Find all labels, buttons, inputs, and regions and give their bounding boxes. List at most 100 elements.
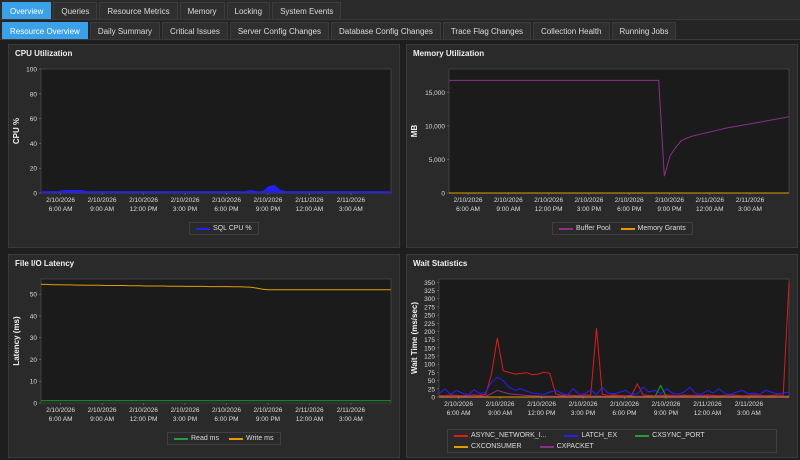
fileio-legend-label: Write ms <box>246 435 274 442</box>
tab-resource-metrics[interactable]: Resource Metrics <box>99 2 178 19</box>
cpu-x-tick-label: 2/10/2026 6:00 AM <box>46 197 75 213</box>
waits-y-tick-label: 100 <box>424 362 435 369</box>
waits-legend-item[interactable]: CXCONSUMER <box>454 443 522 450</box>
waits-y-tick-label: 325 <box>424 288 435 295</box>
waits-legend-label: LATCH_EX <box>581 432 618 439</box>
memory-y-tick-label: 5,000 <box>429 157 446 164</box>
fileio-x-tick-label: 2/10/2026 3:00 PM <box>171 407 200 423</box>
cpu-legend-label: SQL CPU % <box>213 225 252 232</box>
subtab-critical-issues[interactable]: Critical Issues <box>162 22 228 39</box>
cpu-legend-item[interactable]: SQL CPU % <box>196 225 252 232</box>
waits-y-tick-label: 25 <box>428 386 436 393</box>
memory-plot-area <box>448 68 790 194</box>
fileio-x-tick-label: 2/11/2026 3:00 AM <box>337 407 366 423</box>
fileio-legend-swatch <box>174 437 188 440</box>
memory-y-axis-label: MB <box>410 125 419 138</box>
fileio-y-tick-label: 40 <box>30 313 38 320</box>
cpu-legend: SQL CPU % <box>189 222 259 235</box>
fileio-y-tick-label: 0 <box>33 401 37 408</box>
cpu-x-tick-label: 2/10/2026 9:00 AM <box>88 197 117 213</box>
cpu-panel-title: CPU Utilization <box>15 49 73 58</box>
waits-x-tick-label: 2/10/2026 6:00 AM <box>444 401 473 417</box>
memory-panel-title: Memory Utilization <box>413 49 485 58</box>
waits-panel: Wait Statistics 0 25 50 75 100 125 150 175 200 22… <box>406 254 798 458</box>
cpu-series-0-line <box>41 185 391 193</box>
memory-x-tick-label: 2/11/2026 12:00 AM <box>696 197 725 213</box>
cpu-x-tick-label: 2/10/2026 12:00 PM <box>129 197 158 213</box>
waits-y-tick-label: 225 <box>424 321 435 328</box>
subtab-server-config-changes[interactable]: Server Config Changes <box>229 22 329 39</box>
charts-grid: CPU Utilization 0 20 40 60 80 100 CPU % 2/10/20… <box>0 42 800 460</box>
cpu-plot-area <box>40 68 392 194</box>
waits-x-tick-label: 2/10/2026 9:00 AM <box>486 401 515 417</box>
memory-panel: Memory Utilization 0 5,000 10,000 15,000 MB 2… <box>406 44 798 248</box>
memory-legend: Buffer Pool Memory Grants <box>552 222 693 235</box>
subtab-trace-flag-changes[interactable]: Trace Flag Changes <box>442 22 532 39</box>
waits-legend-swatch <box>454 445 468 448</box>
fileio-x-tick-label: 2/10/2026 9:00 AM <box>88 407 117 423</box>
waits-x-tick-label: 2/10/2026 3:00 PM <box>569 401 598 417</box>
memory-legend-swatch <box>559 227 573 230</box>
primary-tab-bar: Overview Queries Resource Metrics Memory Loc… <box>0 0 800 20</box>
waits-y-tick-label: 350 <box>424 280 435 287</box>
cpu-legend-swatch <box>196 227 210 230</box>
fileio-legend-item[interactable]: Read ms <box>174 435 219 442</box>
fileio-x-tick-label: 2/11/2026 12:00 AM <box>295 407 324 423</box>
fileio-legend-label: Read ms <box>191 435 220 442</box>
waits-legend-item[interactable]: LATCH_EX <box>564 432 617 439</box>
waits-plot-area <box>438 278 790 398</box>
subtab-running-jobs[interactable]: Running Jobs <box>611 22 677 39</box>
waits-y-tick-label: 175 <box>424 337 435 344</box>
waits-y-tick-label: 50 <box>428 378 436 385</box>
waits-panel-title: Wait Statistics <box>413 259 468 268</box>
waits-y-axis-label: Wait Time (ms/sec) <box>410 302 419 374</box>
memory-series-0-line <box>449 79 790 177</box>
waits-y-tick-label: 150 <box>424 345 435 352</box>
waits-legend-swatch <box>635 434 650 437</box>
memory-y-tick-label: 10,000 <box>425 123 445 130</box>
memory-x-tick-label: 2/10/2026 3:00 PM <box>574 197 603 213</box>
waits-y-tick-label: 125 <box>424 354 435 361</box>
memory-y-tick-label: 0 <box>441 191 445 198</box>
tab-memory[interactable]: Memory <box>179 2 225 19</box>
fileio-y-tick-label: 20 <box>30 357 38 364</box>
cpu-x-tick-label: 2/10/2026 3:00 PM <box>171 197 200 213</box>
memory-x-tick-label: 2/10/2026 9:00 PM <box>655 197 684 213</box>
secondary-tab-bar: Resource Overview Daily Summary Critical I… <box>0 20 800 40</box>
memory-legend-item[interactable]: Memory Grants <box>620 225 686 232</box>
waits-legend-item[interactable]: CXPACKET <box>539 443 594 450</box>
waits-legend-item[interactable]: ASYNC_NETWORK_I... <box>454 432 546 439</box>
waits-legend-label: CXSYNC_PORT <box>652 432 705 439</box>
waits-y-tick-label: 75 <box>428 370 436 377</box>
tab-queries[interactable]: Queries <box>53 2 98 19</box>
cpu-x-tick-label: 2/10/2026 6:00 PM <box>212 197 241 213</box>
waits-series-1-line <box>438 376 790 396</box>
cpu-y-tick-label: 100 <box>26 67 37 74</box>
waits-y-tick-label: 300 <box>424 296 435 303</box>
subtab-database-config-changes[interactable]: Database Config Changes <box>331 22 441 39</box>
waits-legend-swatch <box>564 434 579 437</box>
fileio-y-tick-label: 10 <box>30 379 38 386</box>
fileio-panel: File I/O Latency 0 10 20 30 40 50 Latency (ms)… <box>8 254 400 458</box>
tab-system-events[interactable]: System Events <box>272 2 342 19</box>
waits-legend-item[interactable]: CXSYNC_PORT <box>635 432 705 439</box>
fileio-legend-item[interactable]: Write ms <box>229 435 274 442</box>
fileio-x-tick-label: 2/10/2026 6:00 AM <box>46 407 75 423</box>
fileio-x-tick-label: 2/10/2026 6:00 PM <box>212 407 241 423</box>
subtab-resource-overview[interactable]: Resource Overview <box>2 22 88 39</box>
waits-series-0-line <box>438 282 790 397</box>
waits-x-tick-label: 2/10/2026 12:00 PM <box>527 401 556 417</box>
waits-y-tick-label: 200 <box>424 329 435 336</box>
fileio-series-1-line <box>41 283 391 291</box>
subtab-daily-summary[interactable]: Daily Summary <box>89 22 161 39</box>
tab-overview[interactable]: Overview <box>2 2 52 19</box>
waits-y-tick-label: 0 <box>431 395 435 402</box>
fileio-y-tick-label: 50 <box>30 292 38 299</box>
subtab-collection-health[interactable]: Collection Health <box>533 22 610 39</box>
fileio-legend-swatch <box>229 437 244 440</box>
memory-legend-item[interactable]: Buffer Pool <box>559 225 611 232</box>
waits-legend-label: CXPACKET <box>556 443 594 450</box>
tab-locking[interactable]: Locking <box>226 2 271 19</box>
cpu-y-axis-label: CPU % <box>12 118 21 144</box>
